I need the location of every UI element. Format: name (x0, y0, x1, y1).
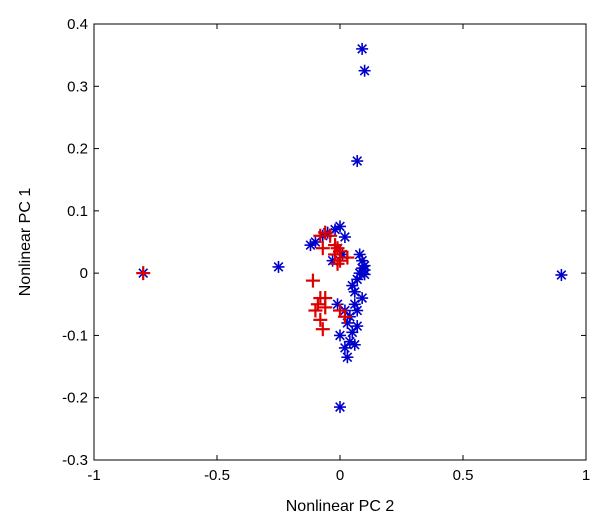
plot-area (93, 23, 587, 461)
asterisk-marker (334, 220, 346, 233)
plus-marker (318, 291, 333, 306)
y-axis-ticks: -0.3 -0.2 -0.1 0 0.1 0.2 0.3 0.4 (62, 16, 586, 469)
asterisk-marker (334, 401, 346, 414)
asterisk-marker (351, 273, 364, 286)
plus-marker (337, 309, 352, 324)
plus-marker (323, 228, 338, 243)
y-tick-label: 0 (80, 265, 88, 282)
plus-marker (330, 256, 345, 271)
asterisk-marker (356, 292, 369, 305)
asterisk-marker (358, 268, 371, 281)
asterisk-marker (341, 351, 354, 364)
y-tick-label: -0.3 (62, 452, 88, 469)
plus-marker (308, 303, 323, 318)
plus-marker (310, 297, 325, 312)
asterisk-marker (348, 338, 361, 351)
x-axis-ticks: -1 -0.5 0 0.5 1 (87, 24, 590, 484)
plus-marker (313, 312, 328, 327)
plus-marker (340, 250, 355, 265)
x-tick-label: 0.5 (453, 467, 474, 484)
y-tick-label: 0.2 (67, 141, 88, 158)
plus-marker (315, 322, 330, 337)
y-tick-label: 0.1 (67, 203, 88, 220)
asterisk-marker (334, 329, 346, 342)
x-tick-label: -1 (87, 467, 100, 484)
data-points (136, 42, 568, 414)
plus-marker (136, 266, 151, 281)
asterisk-marker (555, 269, 568, 282)
plus-marker (315, 241, 330, 256)
asterisk-marker (356, 42, 369, 55)
y-tick-label: 0.3 (67, 78, 88, 95)
asterisk-marker (346, 326, 359, 339)
asterisk-marker (358, 64, 371, 77)
x-tick-label: 1 (582, 467, 590, 484)
asterisk-marker (351, 155, 364, 168)
plus-marker (330, 241, 345, 256)
plot-frame (93, 23, 587, 461)
y-axis-label: Nonlinear PC 1 (17, 188, 34, 297)
x-tick-label: -0.5 (204, 467, 230, 484)
plus-marker (305, 273, 320, 288)
asterisk-marker (348, 285, 361, 298)
asterisk-marker (272, 260, 285, 273)
asterisk-marker (304, 239, 317, 252)
asterisk-marker (351, 320, 364, 333)
asterisk-marker (351, 304, 364, 317)
asterisk-marker (338, 231, 351, 244)
plus-marker (333, 253, 347, 268)
y-tick-label: -0.1 (62, 327, 88, 344)
asterisk-marker (338, 341, 351, 354)
asterisk-marker (331, 298, 344, 311)
x-tick-label: 0 (336, 467, 344, 484)
y-tick-label: 0.4 (67, 16, 88, 33)
x-axis-label: Nonlinear PC 2 (286, 498, 395, 515)
y-tick-label: -0.2 (62, 390, 88, 407)
